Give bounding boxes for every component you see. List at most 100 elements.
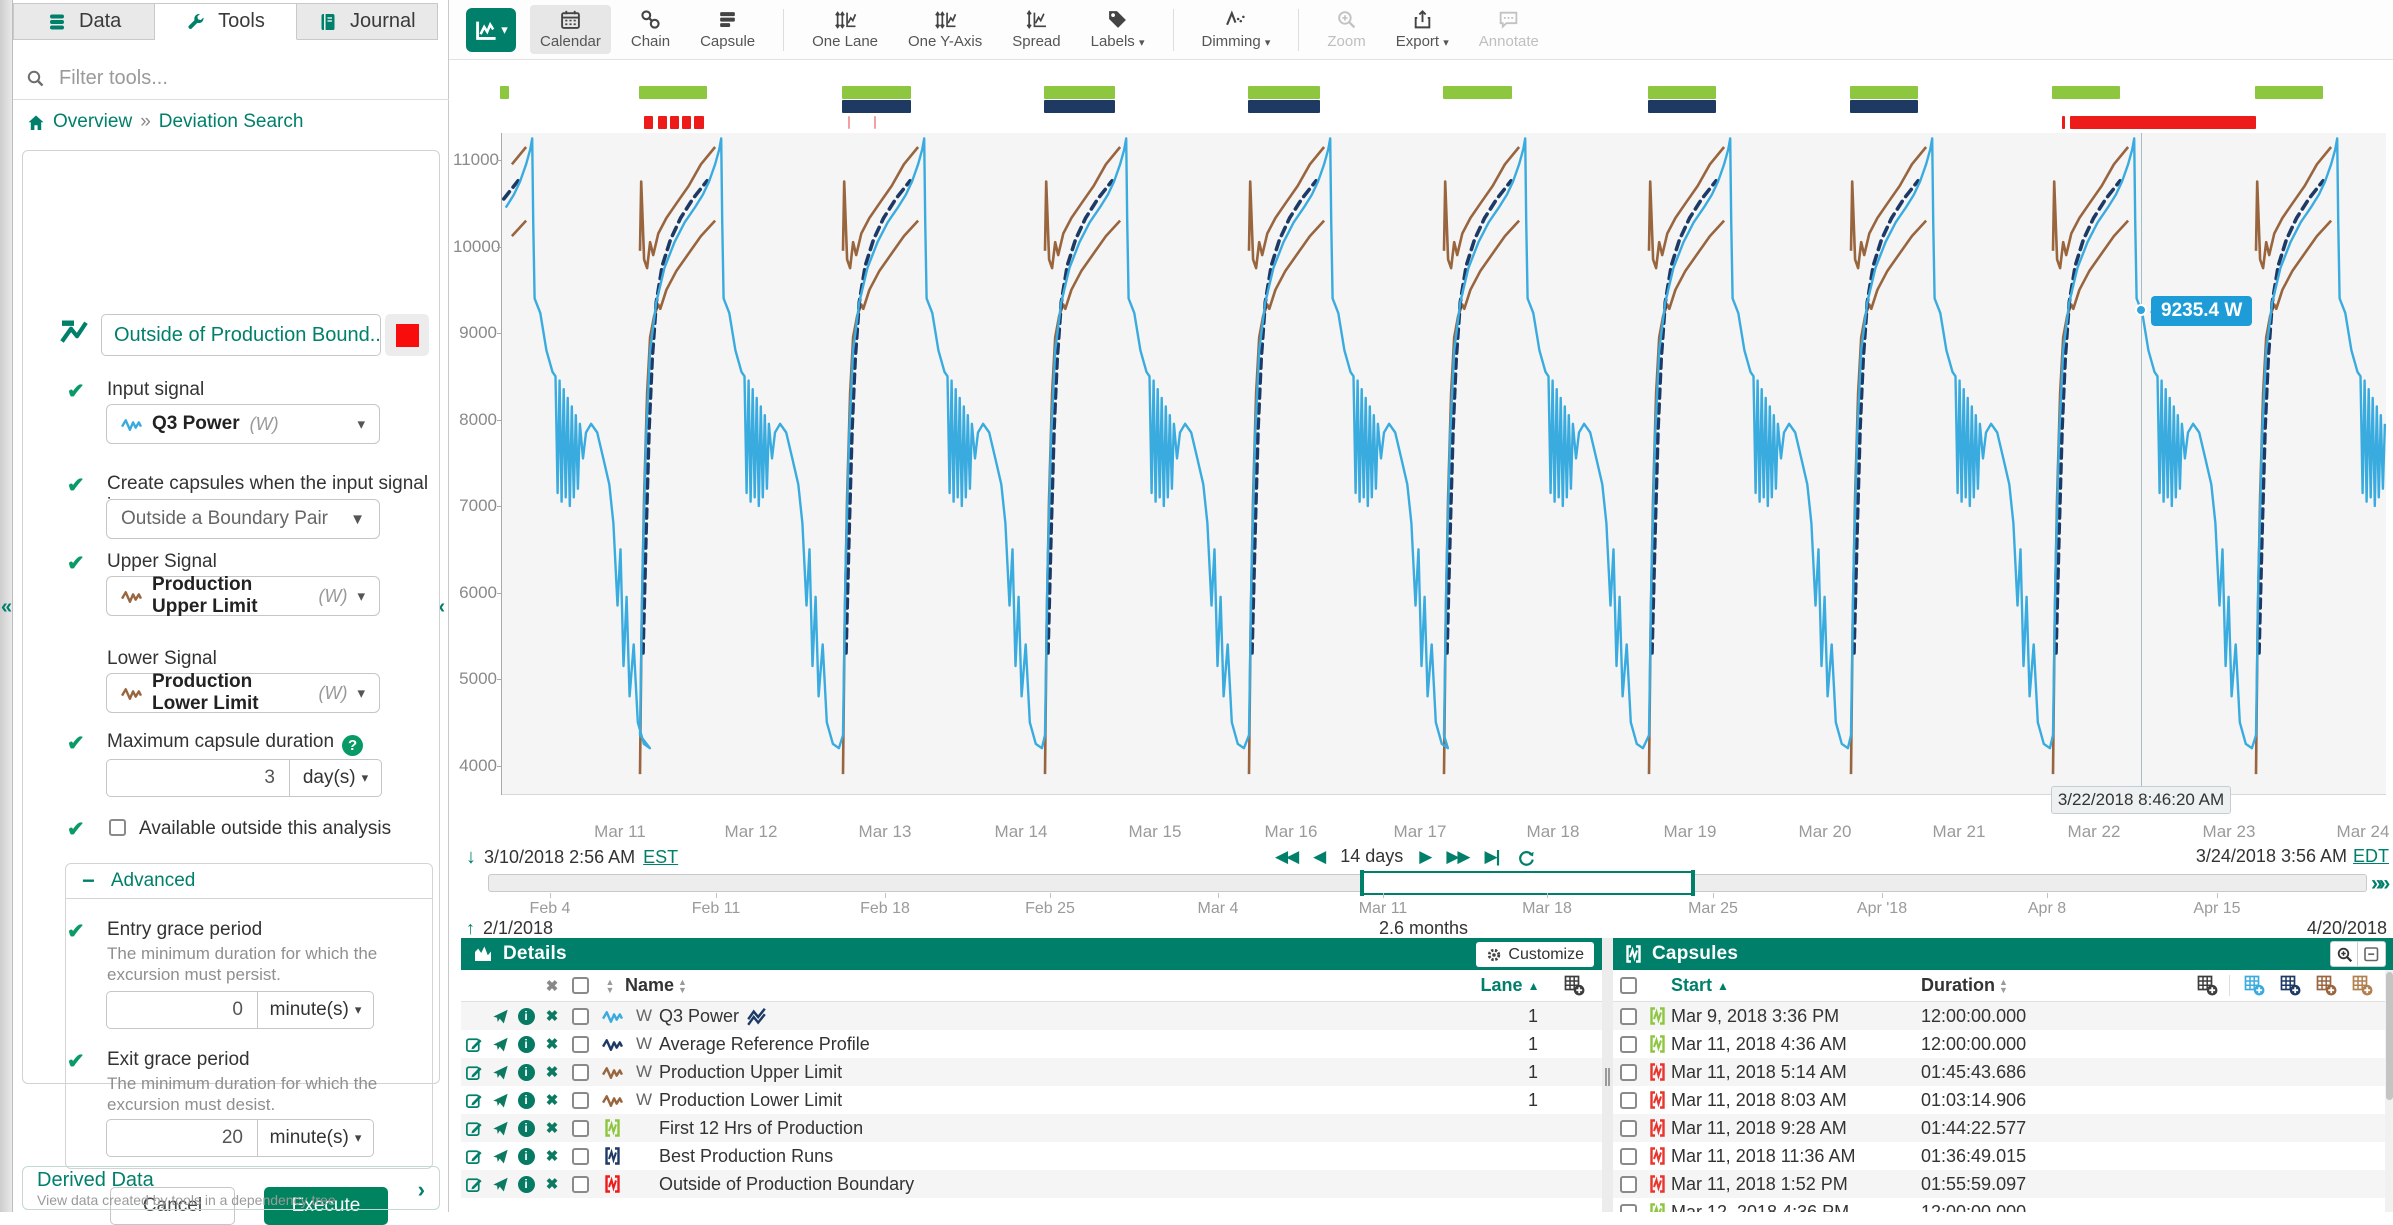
advanced-toggle[interactable]: − Advanced [66,864,432,899]
remove-icon[interactable]: ✖ [545,1120,559,1137]
details-row[interactable]: i ✖ Outside of Production Boundary [461,1170,1602,1198]
details-row[interactable]: i ✖ W Production Lower Limit 1 [461,1086,1602,1114]
timeline-expand-icon[interactable]: »» [2371,872,2390,895]
available-outside-checkbox[interactable] [109,819,126,836]
row-checkbox[interactable] [1619,1035,1637,1053]
home-icon[interactable] [26,113,45,132]
toolbar-capsule-button[interactable]: Capsule [690,5,765,54]
row-checkbox[interactable] [571,1175,589,1193]
red-capsule-tick[interactable] [874,116,876,129]
scrollbar[interactable] [2385,970,2393,1212]
edit-icon[interactable] [465,1175,483,1193]
row-checkbox[interactable] [571,1091,589,1109]
timezone-link[interactable]: EST [643,847,679,867]
info-icon[interactable]: i [517,1035,535,1053]
lower-signal-select[interactable]: Production Lower Limit (W) ▾ [106,671,380,714]
condition-select[interactable]: Outside a Boundary Pair ▼ [106,499,380,539]
navigate-icon[interactable] [487,1092,513,1109]
navigate-icon[interactable] [487,1008,513,1025]
breadcrumb-overview-link[interactable]: Overview [53,111,133,132]
add-column-icon[interactable] [2344,975,2380,996]
info-icon[interactable]: i [517,1007,535,1025]
sort-icon[interactable]: ▲ ▼ [605,976,615,995]
remove-all-icon[interactable]: ✖ [545,977,559,995]
green-capsule-bar[interactable] [500,86,509,99]
info-icon[interactable]: i [517,1091,535,1109]
select-all-checkbox[interactable] [1619,977,1637,994]
toolbar-one-y-axis-button[interactable]: One Y-Axis [898,5,992,54]
green-capsule-bar[interactable] [842,86,911,99]
details-row[interactable]: i ✖ W Q3 Power 1 [461,1002,1602,1030]
select-all-checkbox[interactable] [571,977,589,994]
green-capsule-bar[interactable] [1648,86,1716,99]
row-checkbox[interactable] [1619,1007,1637,1025]
entry-grace-input[interactable]: 0 [106,991,258,1029]
capsule-row[interactable]: Mar 12, 2018 4:36 PM 12:00:00.000 [1613,1198,2393,1212]
capsule-row[interactable]: Mar 11, 2018 5:14 AM 01:45:43.686 [1613,1058,2393,1086]
capsule-row[interactable]: Mar 11, 2018 4:36 AM 12:00:00.000 [1613,1030,2393,1058]
toolbar-calendar-button[interactable]: Calendar [530,5,611,54]
red-capsule-bar[interactable] [2070,116,2256,129]
duration-column-header[interactable]: Duration ▲ ▼ [1921,975,2008,995]
edit-icon[interactable] [465,1063,483,1081]
derived-data-panel[interactable]: Derived Data View data created by tools … [22,1166,440,1210]
details-row[interactable]: i ✖ First 12 Hrs of Production [461,1114,1602,1142]
tab-journal[interactable]: Journal [296,3,438,40]
green-capsule-bar[interactable] [1044,86,1115,99]
row-checkbox[interactable] [571,1147,589,1165]
navigate-icon[interactable] [487,1120,513,1137]
filter-tools-input[interactable]: Filter tools... [26,64,426,92]
zoom-to-capsule-button[interactable] [2330,941,2358,967]
capsule-row[interactable]: Mar 11, 2018 11:36 AM 01:36:49.015 [1613,1142,2393,1170]
red-capsule-bar[interactable] [658,116,667,129]
navy-capsule-bar[interactable] [1248,100,1320,113]
lane-column-header[interactable]: Lane ▲ [1480,975,1540,995]
row-checkbox[interactable] [1619,1063,1637,1081]
green-capsule-bar[interactable] [1850,86,1918,99]
step-back-fast-icon[interactable]: ◀◀ [1275,846,1299,866]
step-to-end-icon[interactable]: ▶| [1484,846,1501,866]
max-duration-input[interactable]: 3 [106,759,290,797]
timeline-brush[interactable] [1360,870,1695,896]
capsule-row[interactable]: Mar 11, 2018 9:28 AM 01:44:22.577 [1613,1114,2393,1142]
help-icon[interactable]: ? [342,735,364,756]
navigate-icon[interactable] [487,1148,513,1165]
remove-icon[interactable]: ✖ [545,1092,559,1109]
toolbar-one-lane-button[interactable]: One Lane [802,5,888,54]
input-signal-select[interactable]: Q3 Power (W) ▾ [106,404,380,444]
collapse-panel-button[interactable] [2358,941,2386,967]
row-checkbox[interactable] [571,1007,589,1025]
toolbar-dimming-button[interactable]: Dimming ▾ [1192,5,1281,54]
view-mode-button[interactable]: ▾ [466,7,516,52]
navy-capsule-bar[interactable] [842,100,911,113]
timezone-link[interactable]: EDT [2353,846,2389,866]
red-capsule-bar[interactable] [644,116,653,129]
add-column-icon[interactable] [2272,975,2308,996]
red-capsule-tick[interactable] [848,116,850,129]
row-checkbox[interactable] [571,1035,589,1053]
navy-capsule-bar[interactable] [1850,100,1918,113]
collapse-left-icon[interactable]: « [1,596,13,618]
green-capsule-bar[interactable] [1248,86,1320,99]
tool-name-input[interactable]: Outside of Production Bound... [101,314,381,356]
navy-capsule-bar[interactable] [1648,100,1716,113]
step-forward-fast-icon[interactable]: ▶▶ [1446,846,1470,866]
toolbar-chain-button[interactable]: Chain [621,5,680,54]
capsule-row[interactable]: Mar 9, 2018 3:36 PM 12:00:00.000 [1613,1002,2393,1030]
green-capsule-bar[interactable] [2255,86,2323,99]
info-icon[interactable]: i [517,1063,535,1081]
red-capsule-bar[interactable] [682,116,691,129]
exit-grace-unit-select[interactable]: minute(s) ▾ [258,1119,374,1157]
entry-grace-unit-select[interactable]: minute(s) ▾ [258,991,374,1029]
start-column-header[interactable]: Start ▲ [1671,975,1729,995]
edit-icon[interactable] [465,1091,483,1109]
edit-icon[interactable] [465,1147,483,1165]
row-checkbox[interactable] [1619,1175,1637,1193]
scrollbar-thumb[interactable] [2386,972,2393,1100]
row-checkbox[interactable] [1619,1091,1637,1109]
edit-icon[interactable] [465,1119,483,1137]
details-row[interactable]: i ✖ Best Production Runs [461,1142,1602,1170]
remove-icon[interactable]: ✖ [545,1064,559,1081]
red-capsule-bar[interactable] [2062,116,2065,129]
panel-splitter[interactable] [1602,938,1613,1212]
